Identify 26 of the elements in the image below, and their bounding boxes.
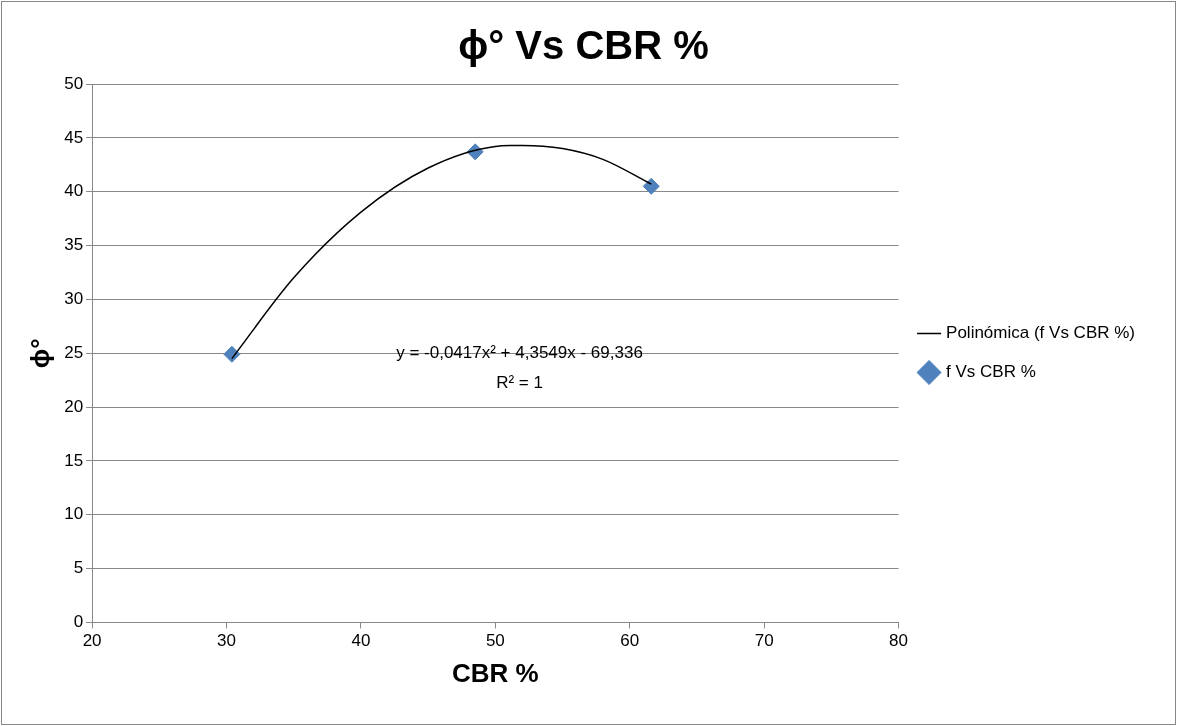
x-axis-title: CBR %	[452, 657, 539, 688]
y-tick-label: 25	[64, 342, 84, 362]
y-tick-label: 15	[64, 450, 84, 470]
annotation: y = -0,0417x² + 4,3549x - 69,336	[396, 342, 643, 362]
chart-title: ϕ° Vs CBR %	[458, 23, 709, 68]
point	[223, 345, 241, 363]
y-tick-label: 45	[64, 127, 84, 147]
legend-label: Polinómica (f Vs CBR %)	[946, 323, 1135, 343]
legend-label: f Vs CBR %	[946, 362, 1036, 382]
y-tick-label: 50	[64, 73, 84, 93]
point	[642, 177, 660, 195]
y-tick-label: 35	[64, 235, 84, 255]
y-axis-title: ϕ°	[24, 338, 55, 369]
y-tick-label: 5	[73, 558, 84, 578]
x-tick-label: 50	[485, 631, 505, 651]
x-tick-label: 80	[889, 631, 909, 651]
x-tick-label: 30	[217, 631, 236, 651]
x-tick-label: 60	[620, 631, 640, 651]
x-tick-label: 40	[351, 631, 371, 651]
y-tick-label: 0	[73, 612, 84, 632]
x-tick-label: 70	[754, 631, 774, 651]
y-tick-label: 10	[64, 504, 84, 524]
y-tick-label: 30	[64, 289, 84, 309]
y-tick-label: 40	[64, 181, 84, 201]
annotation: R² = 1	[496, 372, 543, 392]
y-tick-label: 20	[64, 396, 84, 416]
